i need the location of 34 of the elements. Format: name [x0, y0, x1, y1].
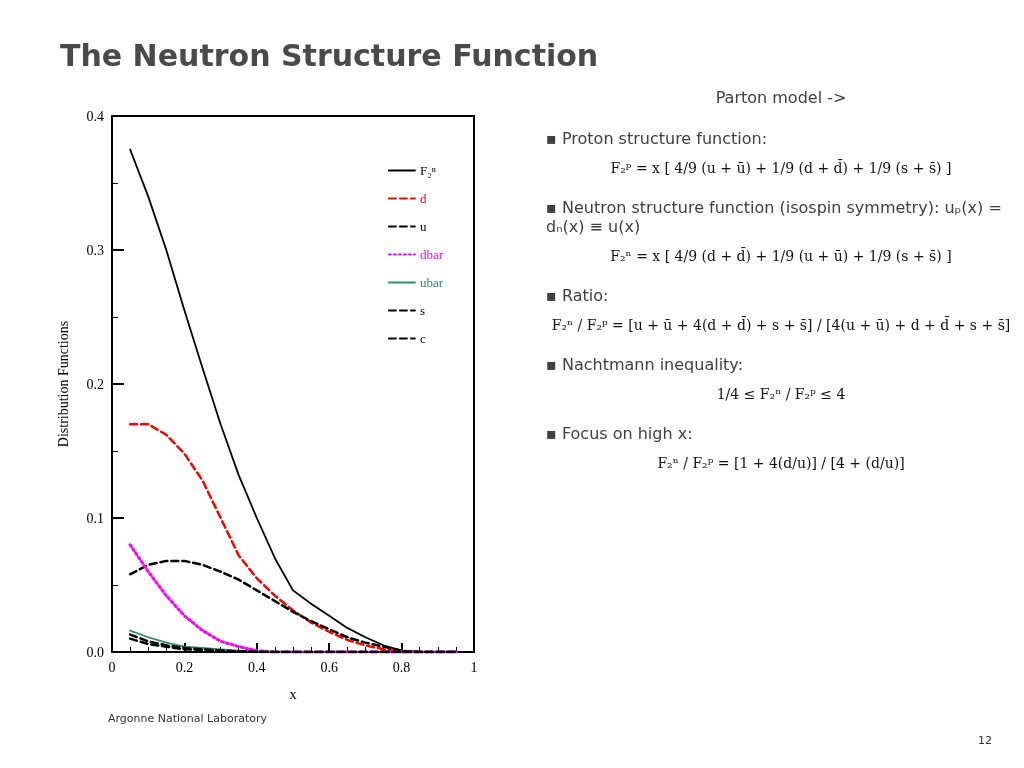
text: Argonne National Laboratory: [108, 712, 268, 725]
text: ▪ Neutron structure function (isospin symmetry): uₚ(x) = dₙ(x) ≡ u(x): [546, 198, 1003, 236]
y-tick-label: 0.3: [86, 242, 104, 258]
y-axis-title: Distribution Functions: [55, 320, 71, 448]
x-tick-label: 0: [108, 659, 116, 675]
text: 1/4 ≤ F₂ⁿ / F₂ᵖ ≤ 4: [715, 386, 847, 402]
y-tick-label: 0.4: [86, 108, 104, 124]
text: ▪ Ratio:: [546, 286, 610, 305]
text: F₂ⁿ / F₂ᵖ = [u + ū + 4(d + d̄) + s + s̄] / [4(u + ū) + d + d̄ + s + s̄]: [550, 317, 1012, 333]
legend-label: c: [419, 331, 426, 346]
chart-title: The Neutron Structure Function: [60, 38, 599, 73]
y-tick-label: 0.0: [86, 644, 104, 660]
y-tick-label: 0.1: [86, 510, 104, 526]
text: F₂ᵖ = x [ 4/9 (u + ū) + 1/9 (d + d̄) + 1/9 (s + s̄) ]: [609, 160, 953, 176]
text: 12: [978, 734, 992, 747]
text: F₂ⁿ / F₂ᵖ = [1 + 4(d/u)] / [4 + (d/u)]: [656, 455, 906, 471]
text: F₂ⁿ = x [ 4/9 (d + d̄) + 1/9 (u + ū) + 1/9 (s + s̄) ]: [609, 248, 953, 264]
legend-label: ubar: [419, 275, 444, 290]
x-tick-label: 0.6: [320, 659, 338, 675]
legend-label: F₂ⁿ: [419, 163, 436, 178]
legend-label: u: [419, 219, 427, 234]
legend-label: d: [419, 191, 427, 206]
x-axis-title: x: [289, 685, 298, 702]
x-tick-label: 0.8: [392, 659, 411, 675]
legend-label: s: [419, 303, 425, 318]
legend-label: dbar: [419, 247, 444, 262]
text: ▪ Proton structure function:: [546, 129, 769, 148]
x-tick-label: 0.4: [248, 659, 266, 675]
text: ▪ Nachtmann inequality:: [546, 355, 745, 374]
text: ▪ Focus on high x:: [546, 424, 694, 443]
y-tick-label: 0.2: [86, 376, 104, 392]
text: Parton model ->: [714, 88, 848, 107]
x-tick-label: 1: [470, 659, 478, 675]
x-tick-label: 0.2: [175, 659, 194, 675]
